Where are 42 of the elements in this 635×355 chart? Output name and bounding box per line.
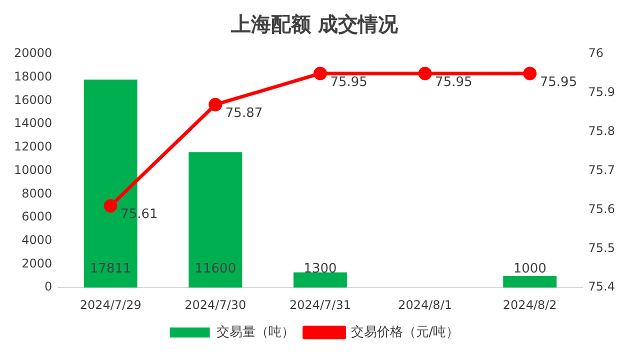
data-label: 1300 [304,261,337,276]
y-tick-label: 20000 [14,46,52,60]
y2-tick-label: 76 [588,46,604,60]
chart-title: 上海配额 成交情况 [230,12,399,36]
data-label: 11600 [194,261,236,276]
bar [294,272,347,288]
point [208,98,222,112]
y2-tick-label: 75.6 [588,202,615,216]
x-tick-label: 2024/7/30 [184,298,246,312]
y-tick-label: 18000 [14,69,52,84]
y-tick-label: 4000 [22,233,52,248]
data-label: 75.95 [330,74,368,90]
y-tick-label: 8000 [22,186,52,200]
point [523,66,537,80]
y2-tick-label: 75.7 [588,162,615,177]
x-tick-label: 2024/7/31 [289,298,351,312]
bar [503,276,557,288]
y-tick-label: 12000 [14,140,52,154]
bar [188,152,242,288]
point [418,66,432,80]
point [104,199,118,213]
data-label: 1000 [513,261,546,276]
y-tick-label: 0 [44,280,52,294]
data-label: 75.95 [540,74,578,90]
y-tick-label: 16000 [14,92,52,107]
legend-label: 交易量（吨） [216,324,294,340]
y-tick-label: 6000 [22,210,52,224]
y-tick-label: 10000 [14,162,52,177]
y-tick-label: 2000 [22,256,52,270]
x-tick-label: 2024/7/29 [80,298,142,312]
x-tick-label: 2024/8/2 [502,298,557,312]
x-tick-label: 2024/8/1 [398,298,452,312]
data-label: 75.87 [225,106,263,121]
y2-tick-label: 75.5 [588,240,615,255]
y-tick-label: 14000 [14,116,52,130]
y2-tick-label: 75.8 [588,124,615,138]
y2-tick-label: 75.4 [588,280,615,294]
legend-label: 交易价格（元/吨） [350,324,460,340]
data-label: 75.95 [435,74,472,90]
y2-tick-label: 75.9 [588,85,615,100]
point [313,66,327,80]
data-label: 17811 [90,261,132,276]
